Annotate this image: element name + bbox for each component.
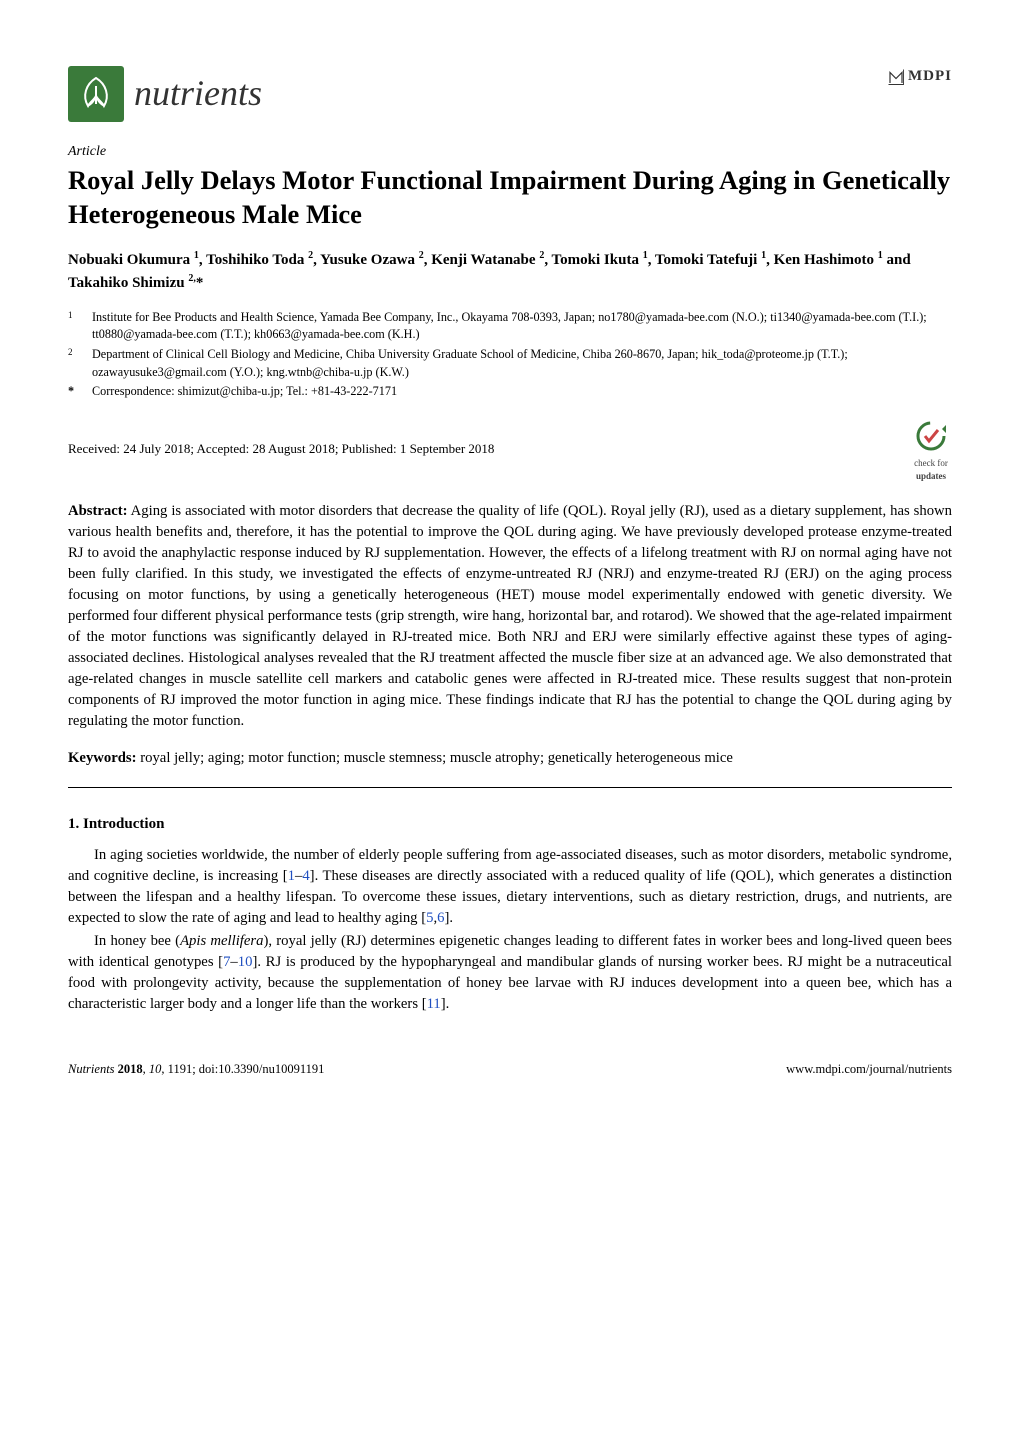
affil-num: * (68, 383, 92, 401)
affil-text: Department of Clinical Cell Biology and … (92, 346, 952, 381)
header-row: nutrients MDPI (68, 66, 952, 122)
body-paragraph: In honey bee (Apis mellifera), royal jel… (68, 931, 952, 1015)
mdpi-logo: MDPI (887, 66, 952, 87)
journal-name: nutrients (134, 68, 262, 119)
para-text: ]. (444, 910, 453, 926)
journal-leaf-icon (68, 66, 124, 122)
divider (68, 787, 952, 788)
abstract: Abstract: Aging is associated with motor… (68, 501, 952, 732)
article-type: Article (68, 142, 952, 162)
footer-right[interactable]: www.mdpi.com/journal/nutrients (786, 1061, 952, 1079)
footer: Nutrients 2018, 10, 1191; doi:10.3390/nu… (68, 1061, 952, 1079)
affiliations: 1 Institute for Bee Products and Health … (68, 309, 952, 401)
affiliation-row: 1 Institute for Bee Products and Health … (68, 309, 952, 344)
check-updates-badge[interactable]: check for updates (910, 415, 952, 483)
affil-num: 2 (68, 346, 92, 381)
updates-bottom: updates (916, 470, 946, 483)
article-title: Royal Jelly Delays Motor Functional Impa… (68, 164, 952, 232)
para-text: ]. (441, 996, 450, 1012)
affiliation-row: 2 Department of Clinical Cell Biology an… (68, 346, 952, 381)
affil-text: Institute for Bee Products and Health Sc… (92, 309, 952, 344)
keywords-text: royal jelly; aging; motor function; musc… (137, 750, 733, 766)
received-text: Received: 24 July 2018; Accepted: 28 Aug… (68, 440, 494, 458)
citation-link[interactable]: 1 (288, 868, 295, 884)
journal-logo: nutrients (68, 66, 262, 122)
mdpi-icon (887, 68, 905, 86)
updates-top: check for (914, 457, 948, 470)
updates-icon (910, 415, 952, 457)
affiliation-row: * Correspondence: shimizut@chiba-u.jp; T… (68, 383, 952, 401)
abstract-label: Abstract: (68, 503, 128, 519)
para-text: – (230, 954, 237, 970)
citation-link[interactable]: 4 (302, 868, 309, 884)
body-paragraph: In aging societies worldwide, the number… (68, 845, 952, 929)
section-heading: 1. Introduction (68, 814, 952, 835)
citation-link[interactable]: 11 (427, 996, 441, 1012)
affil-num: 1 (68, 309, 92, 344)
footer-left: Nutrients 2018, 10, 1191; doi:10.3390/nu… (68, 1061, 324, 1079)
keywords: Keywords: royal jelly; aging; motor func… (68, 748, 952, 769)
citation-link[interactable]: 10 (238, 954, 253, 970)
received-row: Received: 24 July 2018; Accepted: 28 Aug… (68, 415, 952, 483)
abstract-text: Aging is associated with motor disorders… (68, 503, 952, 729)
mdpi-text: MDPI (908, 66, 952, 87)
keywords-label: Keywords: (68, 750, 137, 766)
authors-line: Nobuaki Okumura 1, Toshihiko Toda 2, Yus… (68, 248, 952, 295)
affil-text: Correspondence: shimizut@chiba-u.jp; Tel… (92, 383, 952, 401)
